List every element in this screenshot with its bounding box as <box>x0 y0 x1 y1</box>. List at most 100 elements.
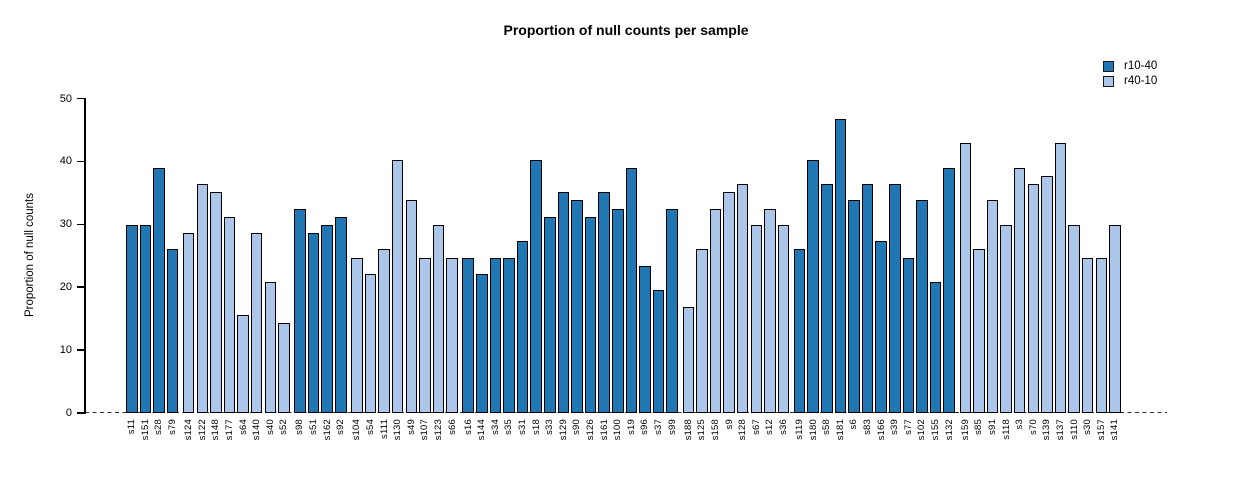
bar-s119 <box>793 249 806 413</box>
bar-s158 <box>709 208 722 413</box>
x-label-s58: s58 <box>821 419 833 435</box>
bar-s6 <box>848 200 860 413</box>
y-tick <box>77 97 84 100</box>
x-label-s91: s91 <box>986 419 998 435</box>
x-label-s83: s83 <box>862 419 874 435</box>
x-label-s96: s96 <box>639 419 651 435</box>
bar-s77 <box>902 257 915 413</box>
x-label-s54: s54 <box>364 419 376 435</box>
x-label-s129: s129 <box>557 419 569 441</box>
x-label-s36: s36 <box>777 419 789 435</box>
y-tick <box>77 412 84 414</box>
x-label-s6: s6 <box>848 419 860 430</box>
x-label-s139: s139 <box>1041 419 1053 441</box>
x-label-s111: s111 <box>378 419 390 439</box>
y-axis-title: Proportion of null counts <box>24 192 36 318</box>
bar-s144 <box>476 273 488 413</box>
x-label-s177: s177 <box>223 419 235 441</box>
y-tick-label: 30 <box>59 218 72 231</box>
x-label-s148: s148 <box>210 419 222 441</box>
x-label-s90: s90 <box>571 419 583 435</box>
y-tick <box>77 160 84 163</box>
x-label-s79: s79 <box>167 419 179 435</box>
bar-s66 <box>446 257 458 413</box>
bar-s28 <box>153 167 165 413</box>
bar-s148 <box>210 192 222 413</box>
bar-s141 <box>1109 224 1121 413</box>
x-label-s107: s107 <box>419 419 431 441</box>
bar-s99 <box>666 208 678 413</box>
x-label-s28: s28 <box>153 419 165 435</box>
x-label-s100: s100 <box>612 419 624 441</box>
x-label-s35: s35 <box>503 419 515 435</box>
bar-s107 <box>419 257 431 413</box>
x-label-s144: s144 <box>476 419 488 441</box>
bar-s79 <box>166 249 179 413</box>
bar-s35 <box>503 257 515 413</box>
x-label-s104: s104 <box>351 419 363 441</box>
bar-s118 <box>1000 224 1012 413</box>
x-label-s12: s12 <box>764 419 776 435</box>
x-label-s18: s18 <box>530 419 542 435</box>
x-label-s126: s126 <box>585 419 597 441</box>
bar-s64 <box>237 314 249 413</box>
x-label-s11: s11 <box>126 419 138 435</box>
legend-swatch-icon <box>1103 60 1114 72</box>
x-label-s132: s132 <box>943 419 955 441</box>
x-label-s92: s92 <box>335 419 347 435</box>
legend: r10-40 r40-10 <box>1103 60 1157 90</box>
x-label-s124: s124 <box>183 419 195 441</box>
x-label-s166: s166 <box>875 419 887 441</box>
x-label-s157: s157 <box>1095 419 1107 441</box>
x-label-s130: s130 <box>392 419 404 441</box>
y-tick-label: 50 <box>59 92 72 105</box>
x-label-s125: s125 <box>696 419 708 441</box>
bar-s9 <box>723 192 735 413</box>
x-label-s158: s158 <box>709 419 721 441</box>
x-label-s19: s19 <box>625 419 637 435</box>
bar-s161 <box>598 192 610 413</box>
x-label-s39: s39 <box>889 419 901 435</box>
x-label-s181: s181 <box>834 419 846 441</box>
bar-s157 <box>1095 257 1107 413</box>
bar-s51 <box>307 233 320 413</box>
bar-s37 <box>652 290 665 413</box>
x-label-s102: s102 <box>916 419 928 441</box>
x-label-s77: s77 <box>902 419 914 435</box>
bar-s100 <box>612 208 624 413</box>
chart-title: Proportion of null counts per sample <box>503 22 749 38</box>
bar-s92 <box>335 216 347 413</box>
bar-s137 <box>1054 143 1067 413</box>
bar-s180 <box>807 159 819 413</box>
bar-s49 <box>405 200 417 413</box>
bar-s124 <box>182 233 195 413</box>
bar-s91 <box>986 200 999 413</box>
legend-label: r10-40 <box>1124 60 1158 72</box>
x-label-s31: s31 <box>517 419 529 435</box>
x-label-s151: s151 <box>139 419 151 441</box>
x-label-s34: s34 <box>489 419 501 435</box>
x-label-s40: s40 <box>264 419 276 435</box>
x-label-s16: s16 <box>462 419 474 435</box>
y-tick-label: 20 <box>59 281 72 294</box>
x-label-s70: s70 <box>1027 419 1039 435</box>
bar-s67 <box>750 224 762 413</box>
legend-entry-r40-10: r40-10 <box>1103 75 1157 87</box>
bar-s34 <box>489 257 502 413</box>
x-label-s66: s66 <box>446 419 458 435</box>
x-label-s30: s30 <box>1082 419 1094 435</box>
x-label-s137: s137 <box>1054 419 1066 441</box>
x-label-s64: s64 <box>237 419 249 435</box>
bar-s159 <box>959 143 971 413</box>
bar-s111 <box>378 249 390 413</box>
legend-entry-r10-40: r10-40 <box>1103 60 1157 72</box>
bar-s31 <box>516 241 529 413</box>
bar-s36 <box>777 224 790 413</box>
x-label-s49: s49 <box>405 419 417 435</box>
y-tick-label: 40 <box>59 155 72 168</box>
x-label-s162: s162 <box>321 419 333 441</box>
bar-s166 <box>875 241 887 413</box>
x-label-s52: s52 <box>278 419 290 435</box>
bar-s110 <box>1068 224 1080 413</box>
